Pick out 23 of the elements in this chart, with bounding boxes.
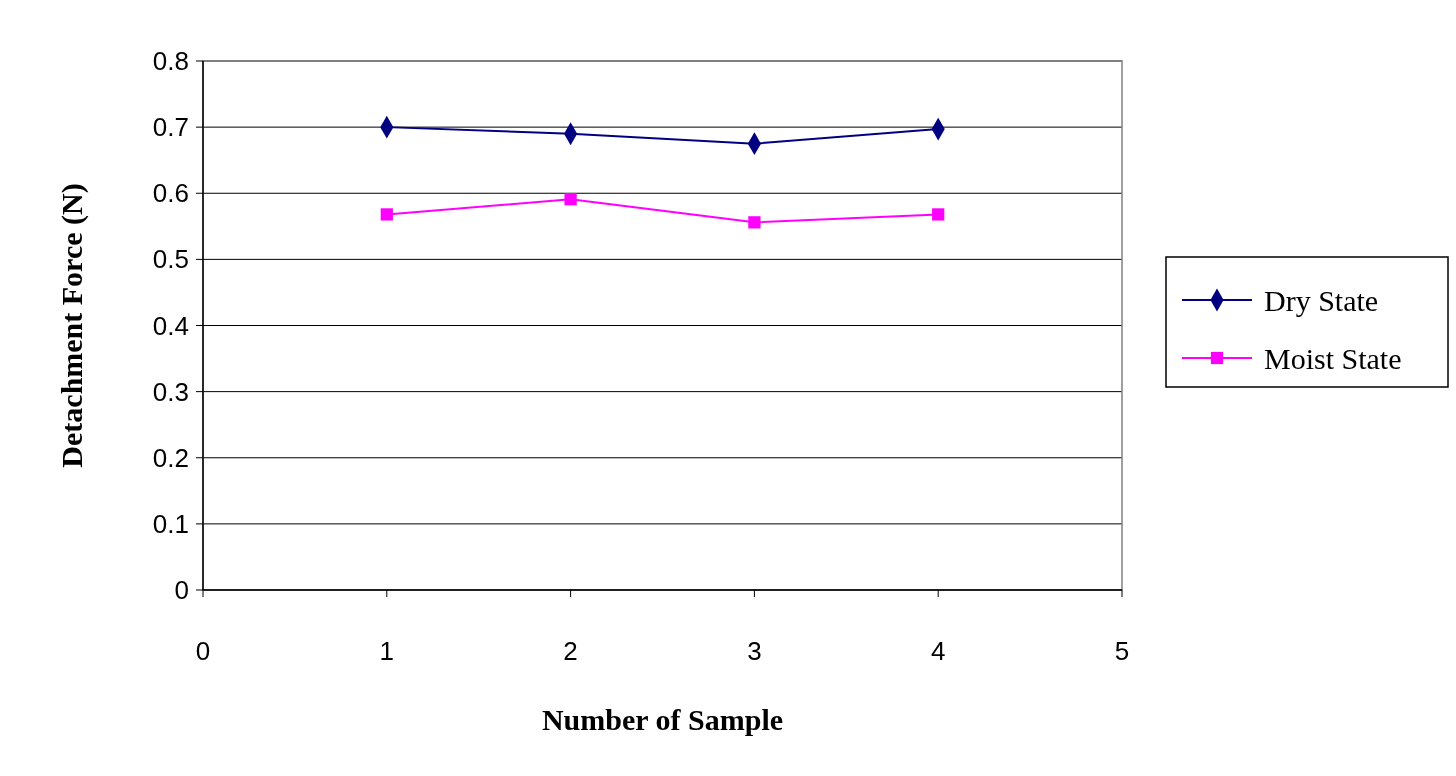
y-tick-label: 0.2 <box>152 442 189 473</box>
y-tick-label: 0.4 <box>152 310 189 341</box>
y-tick-label: 0.7 <box>152 112 189 143</box>
x-tick-label: 2 <box>563 636 578 666</box>
point <box>748 216 761 229</box>
x-tick-label: 4 <box>930 636 946 666</box>
x-tick-label: 3 <box>747 636 762 666</box>
x-tick-label: 5 <box>1114 636 1130 666</box>
x-tick-label: 1 <box>379 636 395 666</box>
y-tick-label: 0.1 <box>152 508 189 539</box>
legend-label: Moist State <box>1264 341 1402 375</box>
y-tick-label: 0.8 <box>152 46 189 77</box>
y-tick-label: 0 <box>174 575 189 606</box>
point <box>380 208 393 221</box>
legend-label: Dry State <box>1264 283 1379 317</box>
point <box>564 193 577 206</box>
y-tick-label: 0.6 <box>152 178 189 209</box>
y-tick-label: 0.3 <box>152 376 189 407</box>
y-tick-label: 0.5 <box>152 244 189 275</box>
y-axis-title: Detachment Force (N) <box>55 183 89 468</box>
point <box>932 208 945 221</box>
x-tick-label: 0 <box>195 636 211 666</box>
x-axis-title: Number of Sample <box>541 703 784 736</box>
